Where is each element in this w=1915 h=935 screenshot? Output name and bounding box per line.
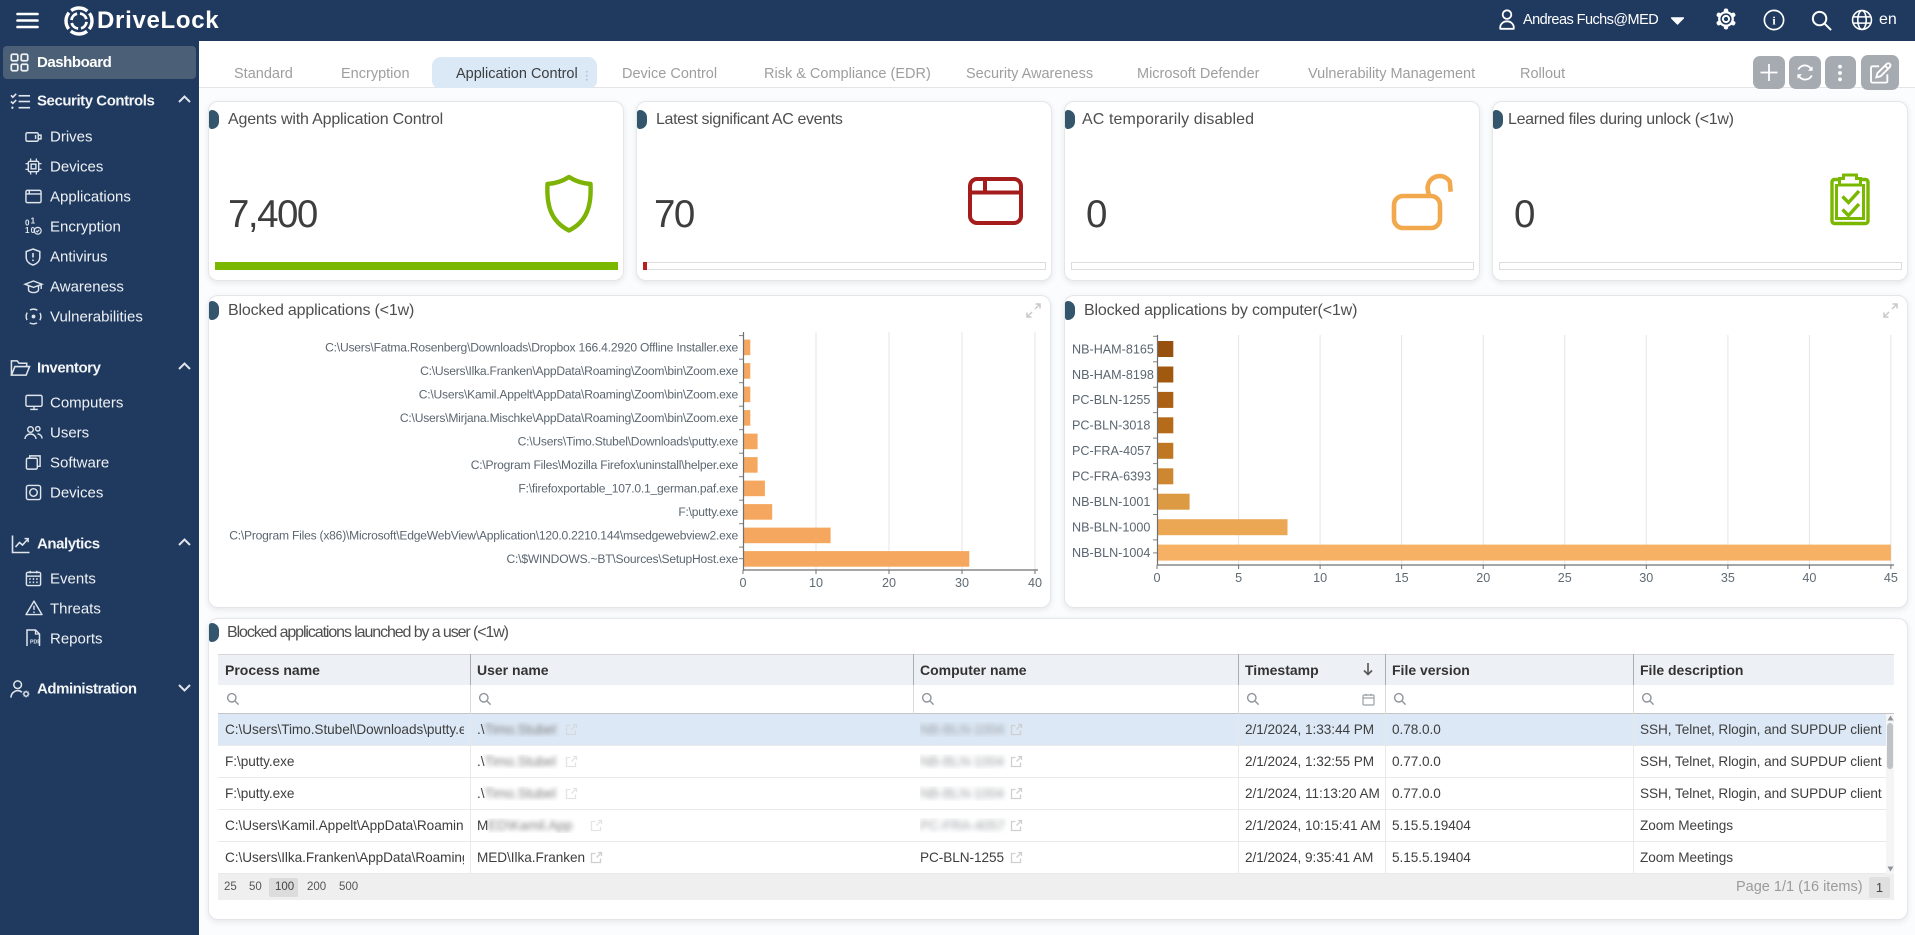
svg-text:PC-BLN-3018: PC-BLN-3018	[1072, 419, 1150, 433]
svg-text:20: 20	[1476, 571, 1490, 585]
svg-text:30: 30	[1639, 571, 1653, 585]
svg-text:40: 40	[1028, 576, 1042, 590]
svg-text:NB-BLN-1001: NB-BLN-1001	[1072, 495, 1150, 509]
svg-text:0: 0	[31, 226, 36, 235]
svg-text:NB-BLN-1004: NB-BLN-1004	[1072, 546, 1150, 560]
svg-text:C:\Users\Mirjana.Mischke\AppDa: C:\Users\Mirjana.Mischke\AppData\Roaming…	[400, 411, 739, 425]
svg-text:i: i	[1772, 14, 1776, 28]
svg-text:NB-BLN-1000: NB-BLN-1000	[1072, 521, 1150, 535]
svg-text:C:\$WINDOWS.~BT\Sources\SetupH: C:\$WINDOWS.~BT\Sources\SetupHost.exe	[507, 552, 739, 566]
svg-text:NB-HAM-8198: NB-HAM-8198	[1072, 368, 1154, 382]
svg-text:0: 0	[25, 219, 30, 228]
svg-text:F:\putty.exe: F:\putty.exe	[678, 505, 738, 519]
svg-text:PC-FRA-4057: PC-FRA-4057	[1072, 444, 1151, 458]
svg-text:25: 25	[1558, 571, 1572, 585]
svg-text:1: 1	[31, 217, 36, 226]
svg-text:C:\Users\Timo.Stubel\Downloads: C:\Users\Timo.Stubel\Downloads\putty.exe	[518, 435, 739, 449]
svg-text:20: 20	[882, 576, 896, 590]
svg-text:0: 0	[739, 576, 746, 590]
svg-text:40: 40	[1802, 571, 1816, 585]
svg-text:30: 30	[955, 576, 969, 590]
svg-text:PDF: PDF	[30, 640, 40, 646]
svg-text:C:\Program Files (x86)\Microso: C:\Program Files (x86)\Microsoft\EdgeWeb…	[229, 529, 738, 543]
svg-text:NB-HAM-8165: NB-HAM-8165	[1072, 342, 1154, 356]
svg-text:0: 0	[1153, 571, 1160, 585]
svg-text:1: 1	[25, 226, 30, 235]
svg-text:PC-BLN-1255: PC-BLN-1255	[1072, 393, 1150, 407]
svg-text:5: 5	[1235, 571, 1242, 585]
svg-text:10: 10	[809, 576, 823, 590]
svg-text:C:\Program Files\Mozilla Firef: C:\Program Files\Mozilla Firefox\uninsta…	[471, 458, 739, 472]
svg-text:35: 35	[1721, 571, 1735, 585]
svg-text:C:\Users\Ilka.Franken\AppData\: C:\Users\Ilka.Franken\AppData\Roaming\Zo…	[420, 364, 738, 378]
svg-text:45: 45	[1884, 571, 1898, 585]
svg-text:10: 10	[1313, 571, 1327, 585]
svg-text:PC-FRA-6393: PC-FRA-6393	[1072, 470, 1151, 484]
svg-text:C:\Users\Kamil.Appelt\AppData\: C:\Users\Kamil.Appelt\AppData\Roaming\Zo…	[419, 388, 739, 402]
svg-text:15: 15	[1395, 571, 1409, 585]
svg-text:C:\Users\Fatma.Rosenberg\Downl: C:\Users\Fatma.Rosenberg\Downloads\Dropb…	[325, 341, 738, 355]
svg-text:F:\firefoxportable_107.0.1_ger: F:\firefoxportable_107.0.1_german.paf.ex…	[518, 482, 738, 496]
